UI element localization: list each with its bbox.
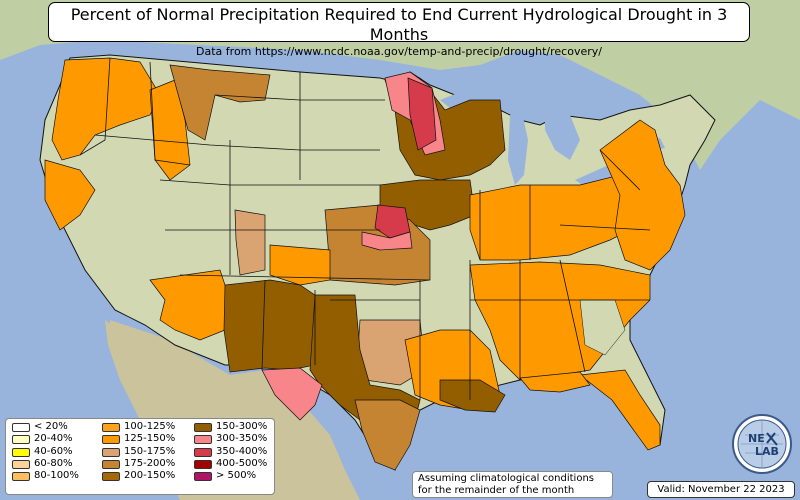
legend-label: 350-400%	[216, 445, 268, 457]
assumption-note: Assuming climatological conditions for t…	[412, 471, 613, 498]
valid-date: Valid: November 22 2023	[647, 481, 795, 498]
legend: < 20% 20-40% 40-60% 60-80% 80-100% 100-1…	[5, 418, 275, 495]
legend-swatch	[102, 447, 120, 457]
legend-label: 150-175%	[124, 445, 176, 457]
legend-swatch	[102, 435, 120, 445]
nevada-tan	[234, 209, 266, 276]
legend-label: 150-300%	[216, 421, 268, 432]
legend-label: > 500%	[216, 470, 257, 482]
legend-swatch	[12, 459, 30, 469]
legend-label: 60-80%	[34, 457, 73, 469]
note-line-2: for the remainder of the month	[418, 485, 575, 496]
legend-swatch	[102, 459, 120, 469]
legend-label: 100-125%	[124, 421, 176, 432]
southwest-drought	[149, 269, 231, 341]
legend-label: 40-60%	[34, 445, 73, 457]
arizona-nm-severe	[223, 279, 316, 373]
mid-atlantic-drought	[599, 119, 686, 271]
legend-swatch	[194, 423, 212, 432]
state-borders	[79, 57, 651, 400]
pacific-northwest-drought	[51, 57, 161, 161]
legend-label: 200-150%	[124, 470, 176, 482]
legend-label: 20-40%	[34, 433, 73, 445]
legend-swatch	[194, 472, 212, 482]
legend-label: 80-100%	[34, 470, 79, 482]
map-title: Percent of Normal Precipitation Required…	[70, 5, 728, 44]
la-coast-severe	[439, 379, 506, 413]
note-line-1: Assuming climatological conditions	[418, 473, 594, 484]
legend-label: 125-150%	[124, 433, 176, 445]
legend-label: 175-200%	[124, 457, 176, 469]
central-california-drought	[44, 159, 96, 231]
legend-swatch	[194, 447, 212, 457]
kansas-pink	[361, 231, 413, 251]
legend-swatch	[102, 472, 120, 482]
colorado-drought	[269, 244, 331, 286]
legend-label: 400-500%	[216, 457, 268, 469]
minnesota-core	[407, 77, 437, 151]
legend-swatch	[12, 447, 30, 457]
nexlab-logo: NE LAB	[732, 414, 792, 474]
map-subtitle: Data from https://www.ncdc.noaa.gov/temp…	[196, 45, 602, 58]
lake-huron	[545, 110, 580, 160]
logo-text-1: NE	[748, 432, 765, 445]
lake-michigan	[508, 112, 528, 185]
legend-swatch	[12, 423, 30, 432]
logo-text-2: LAB	[755, 445, 779, 458]
legend-swatch	[194, 459, 212, 469]
legend-swatch	[102, 423, 120, 432]
title-box: Percent of Normal Precipitation Required…	[48, 2, 750, 58]
montana-drought	[169, 64, 271, 141]
legend-label: 300-350%	[216, 433, 268, 445]
legend-swatch	[194, 435, 212, 445]
texas-coast	[354, 399, 421, 471]
legend-swatch	[12, 435, 30, 445]
legend-label: < 20%	[34, 421, 68, 432]
florida-panhandle	[519, 371, 591, 393]
west-texas-pink	[261, 367, 323, 421]
canada-land	[0, 0, 800, 170]
florida-drought	[579, 369, 661, 451]
legend-swatch	[12, 472, 30, 482]
